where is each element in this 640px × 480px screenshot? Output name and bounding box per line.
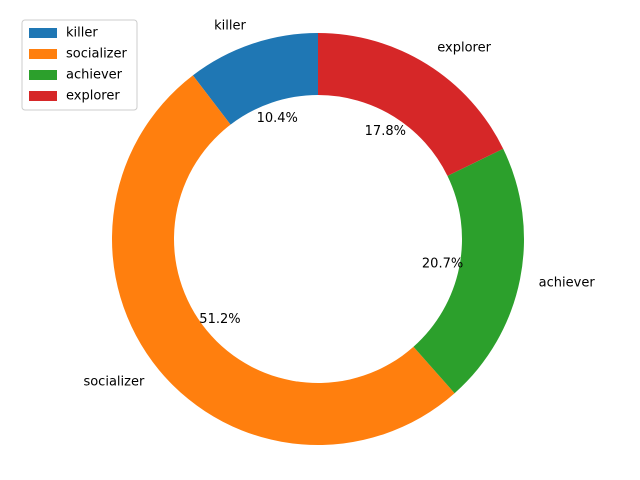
slice-explorer xyxy=(318,33,504,176)
pct-label-killer: 10.4% xyxy=(257,111,298,126)
legend-label-achiever: achiever xyxy=(66,68,123,83)
legend-label-killer: killer xyxy=(66,26,98,41)
legend: killer socializer achiever explorer xyxy=(21,19,138,111)
legend-swatch-explorer xyxy=(29,91,57,101)
legend-label-socializer: socializer xyxy=(66,47,127,62)
chart-labels: 10.4% killer 51.2% socializer 20.7% achiever 1… xyxy=(83,18,595,389)
pct-label-achiever: 20.7% xyxy=(422,256,463,271)
pct-label-socializer: 51.2% xyxy=(199,312,240,327)
slice-label-explorer: explorer xyxy=(437,41,491,56)
slice-label-socializer: socializer xyxy=(83,375,144,390)
pct-label-explorer: 17.8% xyxy=(365,124,406,139)
slice-label-achiever: achiever xyxy=(539,275,596,290)
slice-label-killer: killer xyxy=(214,18,246,33)
legend-swatch-killer xyxy=(29,28,57,38)
legend-frame xyxy=(21,19,138,111)
slice-killer xyxy=(192,33,318,125)
legend-swatch-socializer xyxy=(29,49,57,59)
slice-socializer xyxy=(111,75,455,446)
legend-label-explorer: explorer xyxy=(66,89,120,104)
legend-swatch-achiever xyxy=(29,70,57,80)
slice-achiever xyxy=(413,148,524,394)
chart-slices xyxy=(111,33,524,446)
